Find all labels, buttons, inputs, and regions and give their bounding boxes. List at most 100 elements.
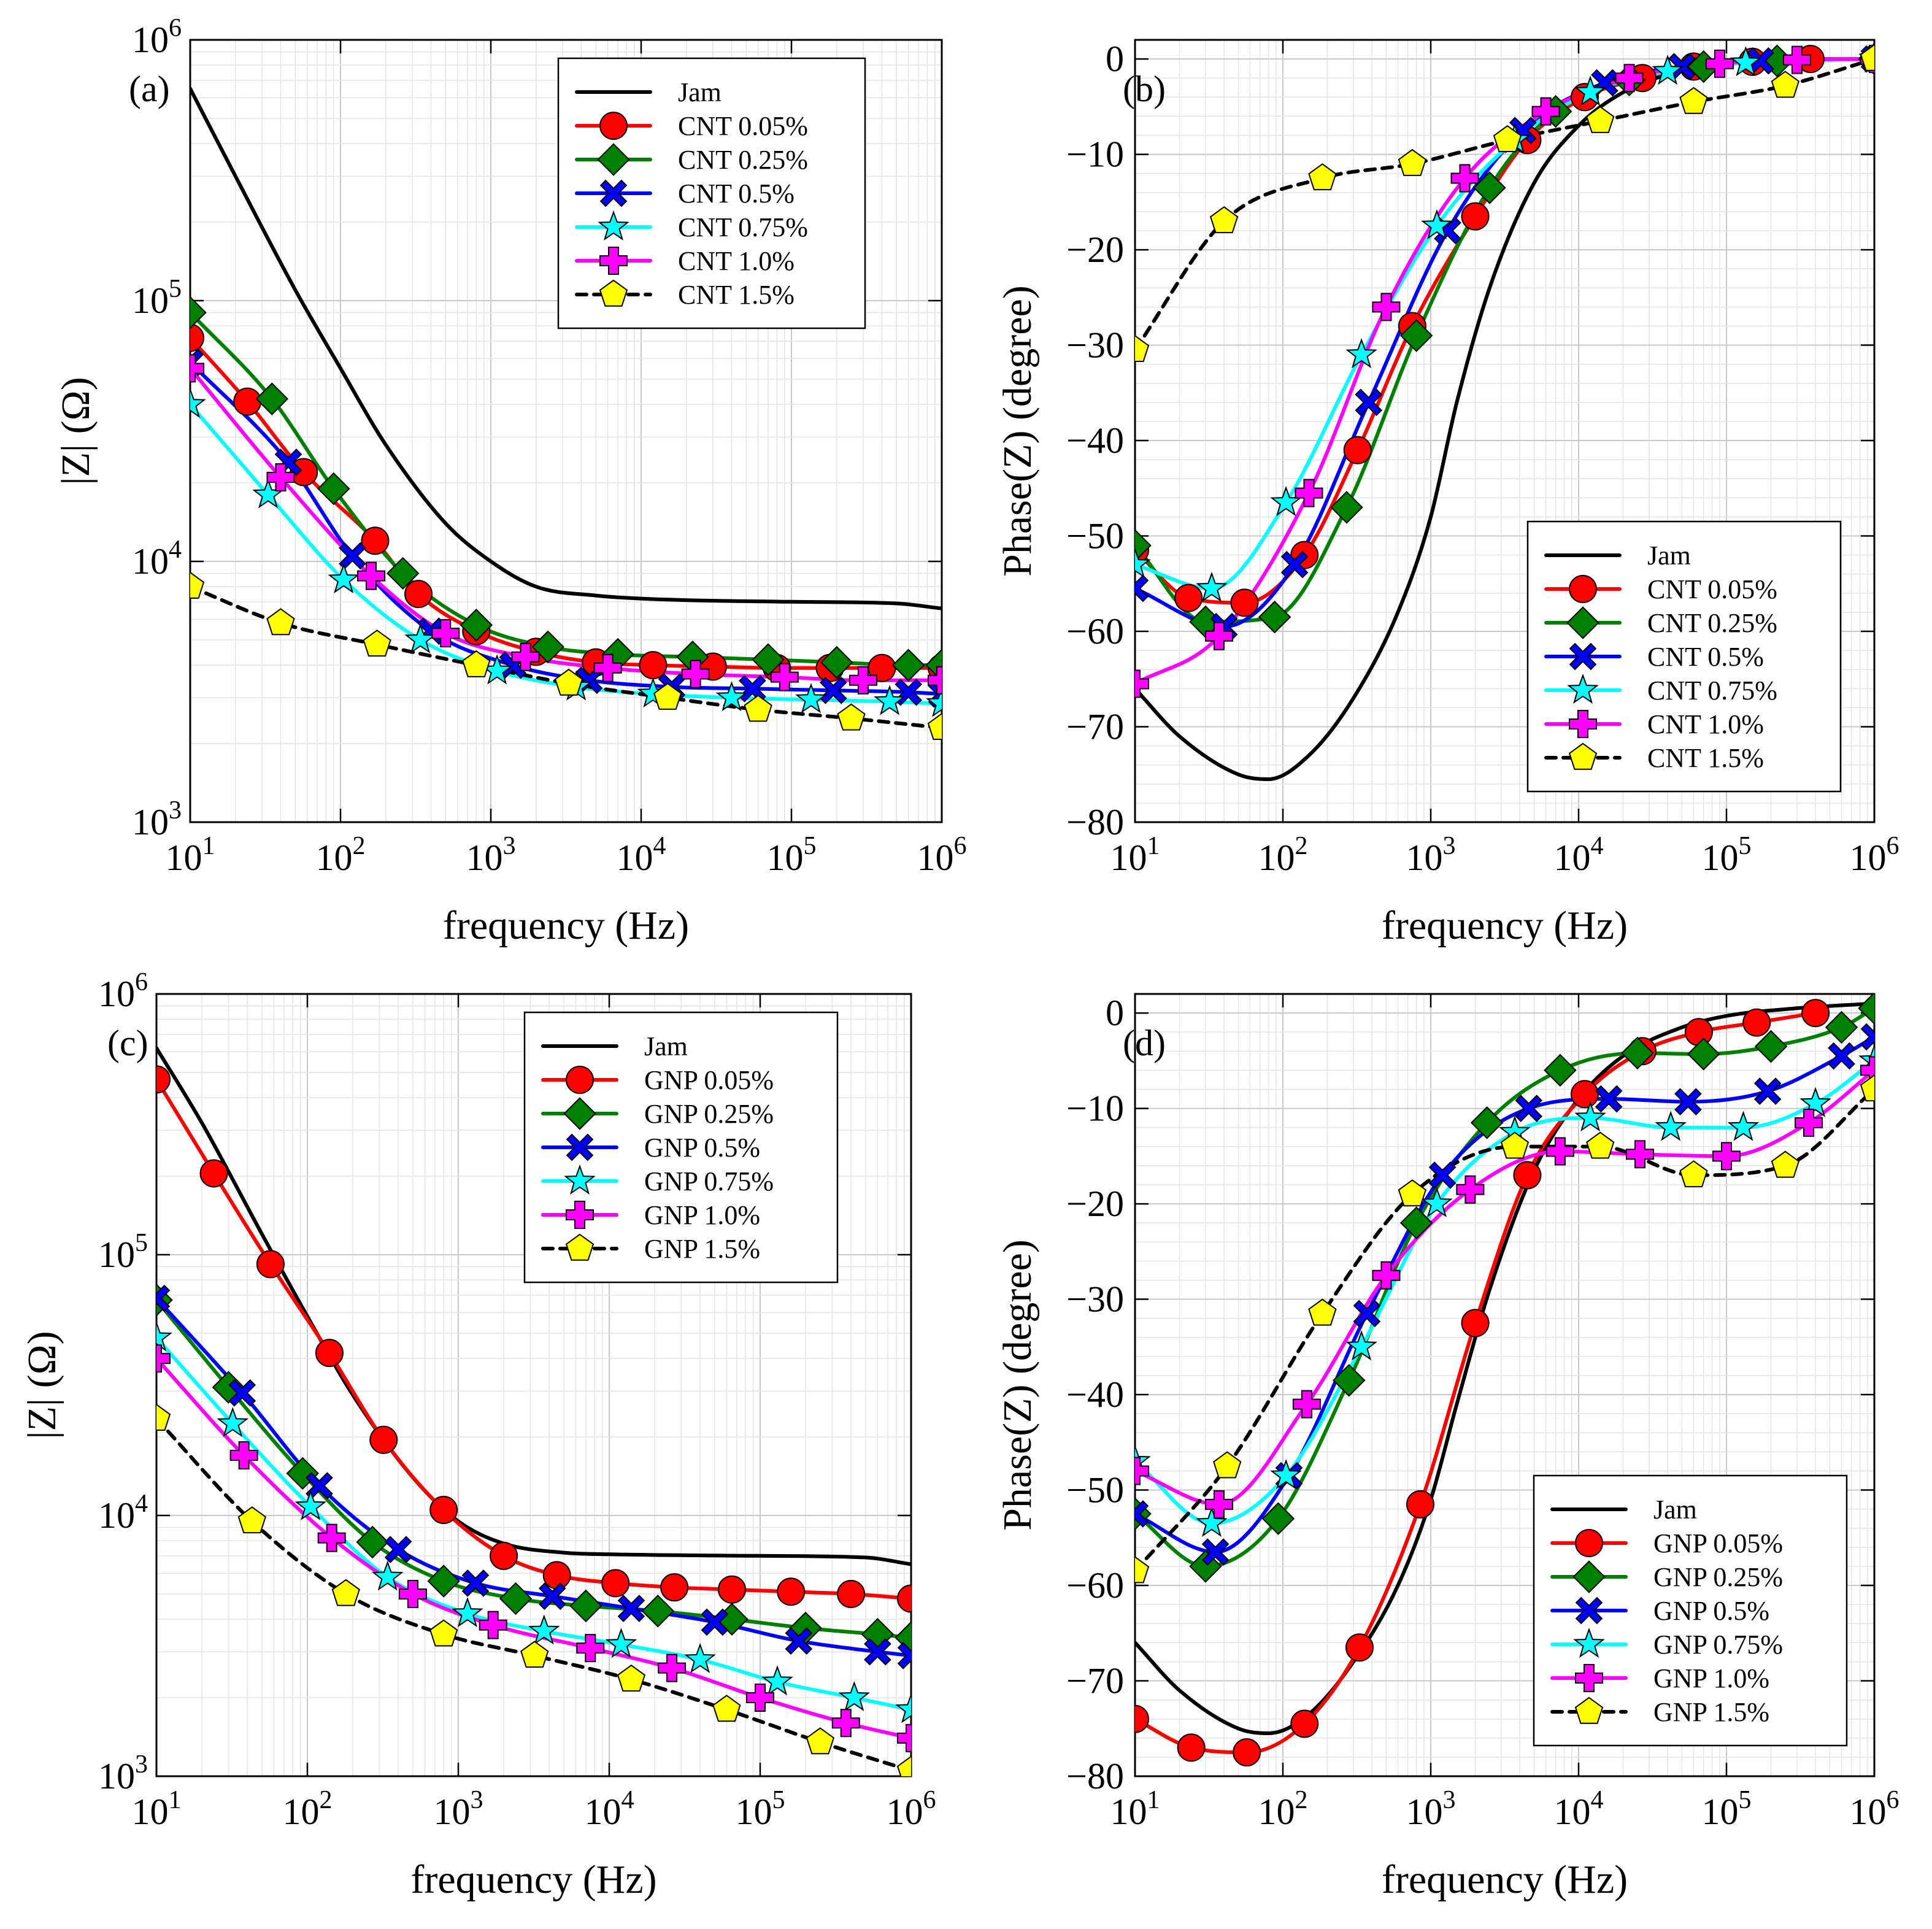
data-point-cnt-1-0 xyxy=(1705,49,1734,78)
x-tick-label: 104 xyxy=(617,832,666,878)
legend-marker-gnp-0-05 xyxy=(1575,1529,1603,1557)
legend-marker-gnp-0-75 xyxy=(564,1164,596,1195)
y-tick-label: −40 xyxy=(1066,1374,1124,1415)
panel-a-legend: Jam CNT 0.05% CNT 0.25% CNT 0.5%CNT 0.75% CN… xyxy=(557,57,866,329)
data-point-gnp-1-0 xyxy=(1456,1175,1485,1204)
legend-marker-cnt-1-5 xyxy=(599,279,628,307)
legend-entry-jam: Jam xyxy=(1647,541,1691,571)
legend-entry-gnp-0-05: GNP 0.05% xyxy=(1653,1528,1783,1558)
legend-entry-gnp-1-0: GNP 1.0% xyxy=(644,1200,760,1230)
data-point-gnp-1-5 xyxy=(712,1695,741,1722)
data-point-gnp-1-5 xyxy=(1213,1451,1242,1479)
data-point-cnt-1-5 xyxy=(1135,334,1150,363)
data-point-gnp-0-75 xyxy=(895,1693,911,1723)
y-tick-label: 104 xyxy=(132,536,182,582)
series-line-cnt-0-25 xyxy=(190,310,942,668)
y-tick-label: −10 xyxy=(1066,1088,1124,1129)
data-point-cnt-1-0 xyxy=(593,653,622,682)
y-tick-label: 104 xyxy=(98,1490,148,1536)
data-point-cnt-1-5 xyxy=(744,695,772,722)
panel-b-series xyxy=(1135,42,1874,781)
x-tick-label: 102 xyxy=(1258,1786,1308,1832)
data-point-gnp-1-5 xyxy=(806,1727,835,1755)
series-line-cnt-1-5 xyxy=(1135,57,1874,352)
data-point-cnt-0-25 xyxy=(752,643,785,676)
data-point-gnp-0-75 xyxy=(1574,1101,1606,1132)
data-point-gnp-0-5 xyxy=(156,1284,171,1312)
data-point-gnp-1-0 xyxy=(1626,1140,1655,1169)
series-line-gnp-0-05 xyxy=(1135,1011,1818,1755)
legend-entry-gnp-0-5: GNP 0.5% xyxy=(644,1133,760,1163)
series-line-cnt-0-5 xyxy=(190,360,942,696)
y-tick-label: 105 xyxy=(132,275,182,321)
y-tick-label: −80 xyxy=(1066,1756,1124,1796)
data-point-cnt-0-25 xyxy=(1330,491,1363,524)
legend-marker-gnp-0-5 xyxy=(566,1133,594,1161)
y-tick-label: −10 xyxy=(1066,134,1124,175)
data-point-cnt-1-0 xyxy=(266,463,295,492)
data-point-gnp-0-05 xyxy=(1135,1704,1149,1733)
data-point-cnt-1-0 xyxy=(1450,164,1479,193)
panel-d-plot-frame xyxy=(1134,993,1876,1777)
data-point-gnp-1-0 xyxy=(229,1441,258,1470)
data-point-gnp-0-25 xyxy=(427,1565,460,1598)
data-point-cnt-1-5 xyxy=(1860,44,1874,71)
data-point-gnp-0-5 xyxy=(228,1379,256,1407)
panel-a-plot-frame xyxy=(189,39,943,823)
data-point-cnt-1-0 xyxy=(770,663,799,691)
data-point-gnp-0-05 xyxy=(156,1065,171,1094)
panel-a-x-axis-label: frequency (Hz) xyxy=(443,903,689,948)
data-point-gnp-0-05 xyxy=(256,1250,285,1279)
data-point-gnp-0-25 xyxy=(1261,1502,1295,1535)
y-tick-label: −30 xyxy=(1066,1279,1124,1320)
data-point-gnp-0-05 xyxy=(1684,1018,1713,1047)
data-point-gnp-1-5 xyxy=(331,1579,360,1606)
data-point-gnp-1-0 xyxy=(479,1611,507,1639)
data-point-cnt-1-5 xyxy=(1209,206,1239,234)
legend-entry-cnt-0-05: CNT 0.05% xyxy=(678,111,808,141)
data-point-cnt-0-75 xyxy=(926,687,942,717)
data-point-cnt-0-75 xyxy=(404,623,437,653)
legend-marker-cnt-0-25 xyxy=(597,143,630,176)
data-point-gnp-0-05 xyxy=(490,1541,518,1570)
data-point-gnp-1-5 xyxy=(429,1619,458,1647)
y-tick-label: −50 xyxy=(1066,516,1124,556)
data-point-cnt-0-75 xyxy=(715,681,748,712)
data-point-cnt-1-5 xyxy=(554,668,583,696)
legend-entry-cnt-0-5: CNT 0.5% xyxy=(1647,642,1764,672)
panel-c-plot-frame xyxy=(155,993,912,1777)
y-tick-label: 105 xyxy=(98,1229,148,1275)
panel-a-x-axis: 101 102 103 104 105 106 frequency (Hz) xyxy=(166,40,967,948)
data-point-gnp-0-75 xyxy=(1270,1459,1302,1490)
legend-entry-gnp-1-5: GNP 1.5% xyxy=(1653,1697,1769,1727)
panel-c-x-axis-label: frequency (Hz) xyxy=(410,1857,656,1902)
data-point-gnp-0-05 xyxy=(1742,1008,1771,1037)
panel-b-label: (b) xyxy=(1123,69,1166,109)
x-tick-label: 101 xyxy=(166,832,215,878)
data-point-gnp-0-05 xyxy=(1290,1709,1319,1738)
data-point-gnp-1-5 xyxy=(1135,1556,1150,1584)
data-point-cnt-0-5 xyxy=(339,542,366,570)
data-point-gnp-0-5 xyxy=(617,1595,645,1622)
legend-entry-gnp-0-75: GNP 0.75% xyxy=(644,1166,774,1196)
legend-marker-cnt-0-05 xyxy=(1569,575,1597,603)
data-point-gnp-0-75 xyxy=(684,1642,716,1673)
data-point-cnt-0-05 xyxy=(190,323,204,352)
data-point-cnt-0-25 xyxy=(820,645,853,679)
y-tick-label: −40 xyxy=(1066,420,1124,461)
series-line-jam xyxy=(190,87,942,610)
data-point-cnt-1-5 xyxy=(363,630,391,657)
data-point-gnp-0-75 xyxy=(217,1407,249,1438)
x-tick-label: 102 xyxy=(283,1786,333,1832)
data-point-gnp-1-0 xyxy=(1545,1137,1574,1166)
data-point-cnt-0-75 xyxy=(795,683,827,714)
data-point-gnp-0-25 xyxy=(1825,1011,1858,1044)
data-point-cnt-0-25 xyxy=(255,382,289,415)
data-point-gnp-0-05 xyxy=(1233,1738,1261,1767)
data-point-gnp-0-75 xyxy=(1345,1330,1377,1361)
x-tick-label: 106 xyxy=(887,1786,936,1832)
x-tick-label: 103 xyxy=(1406,1786,1456,1832)
panel-d-y-axis-label: Phase(Z) (degree) xyxy=(995,1239,1040,1531)
